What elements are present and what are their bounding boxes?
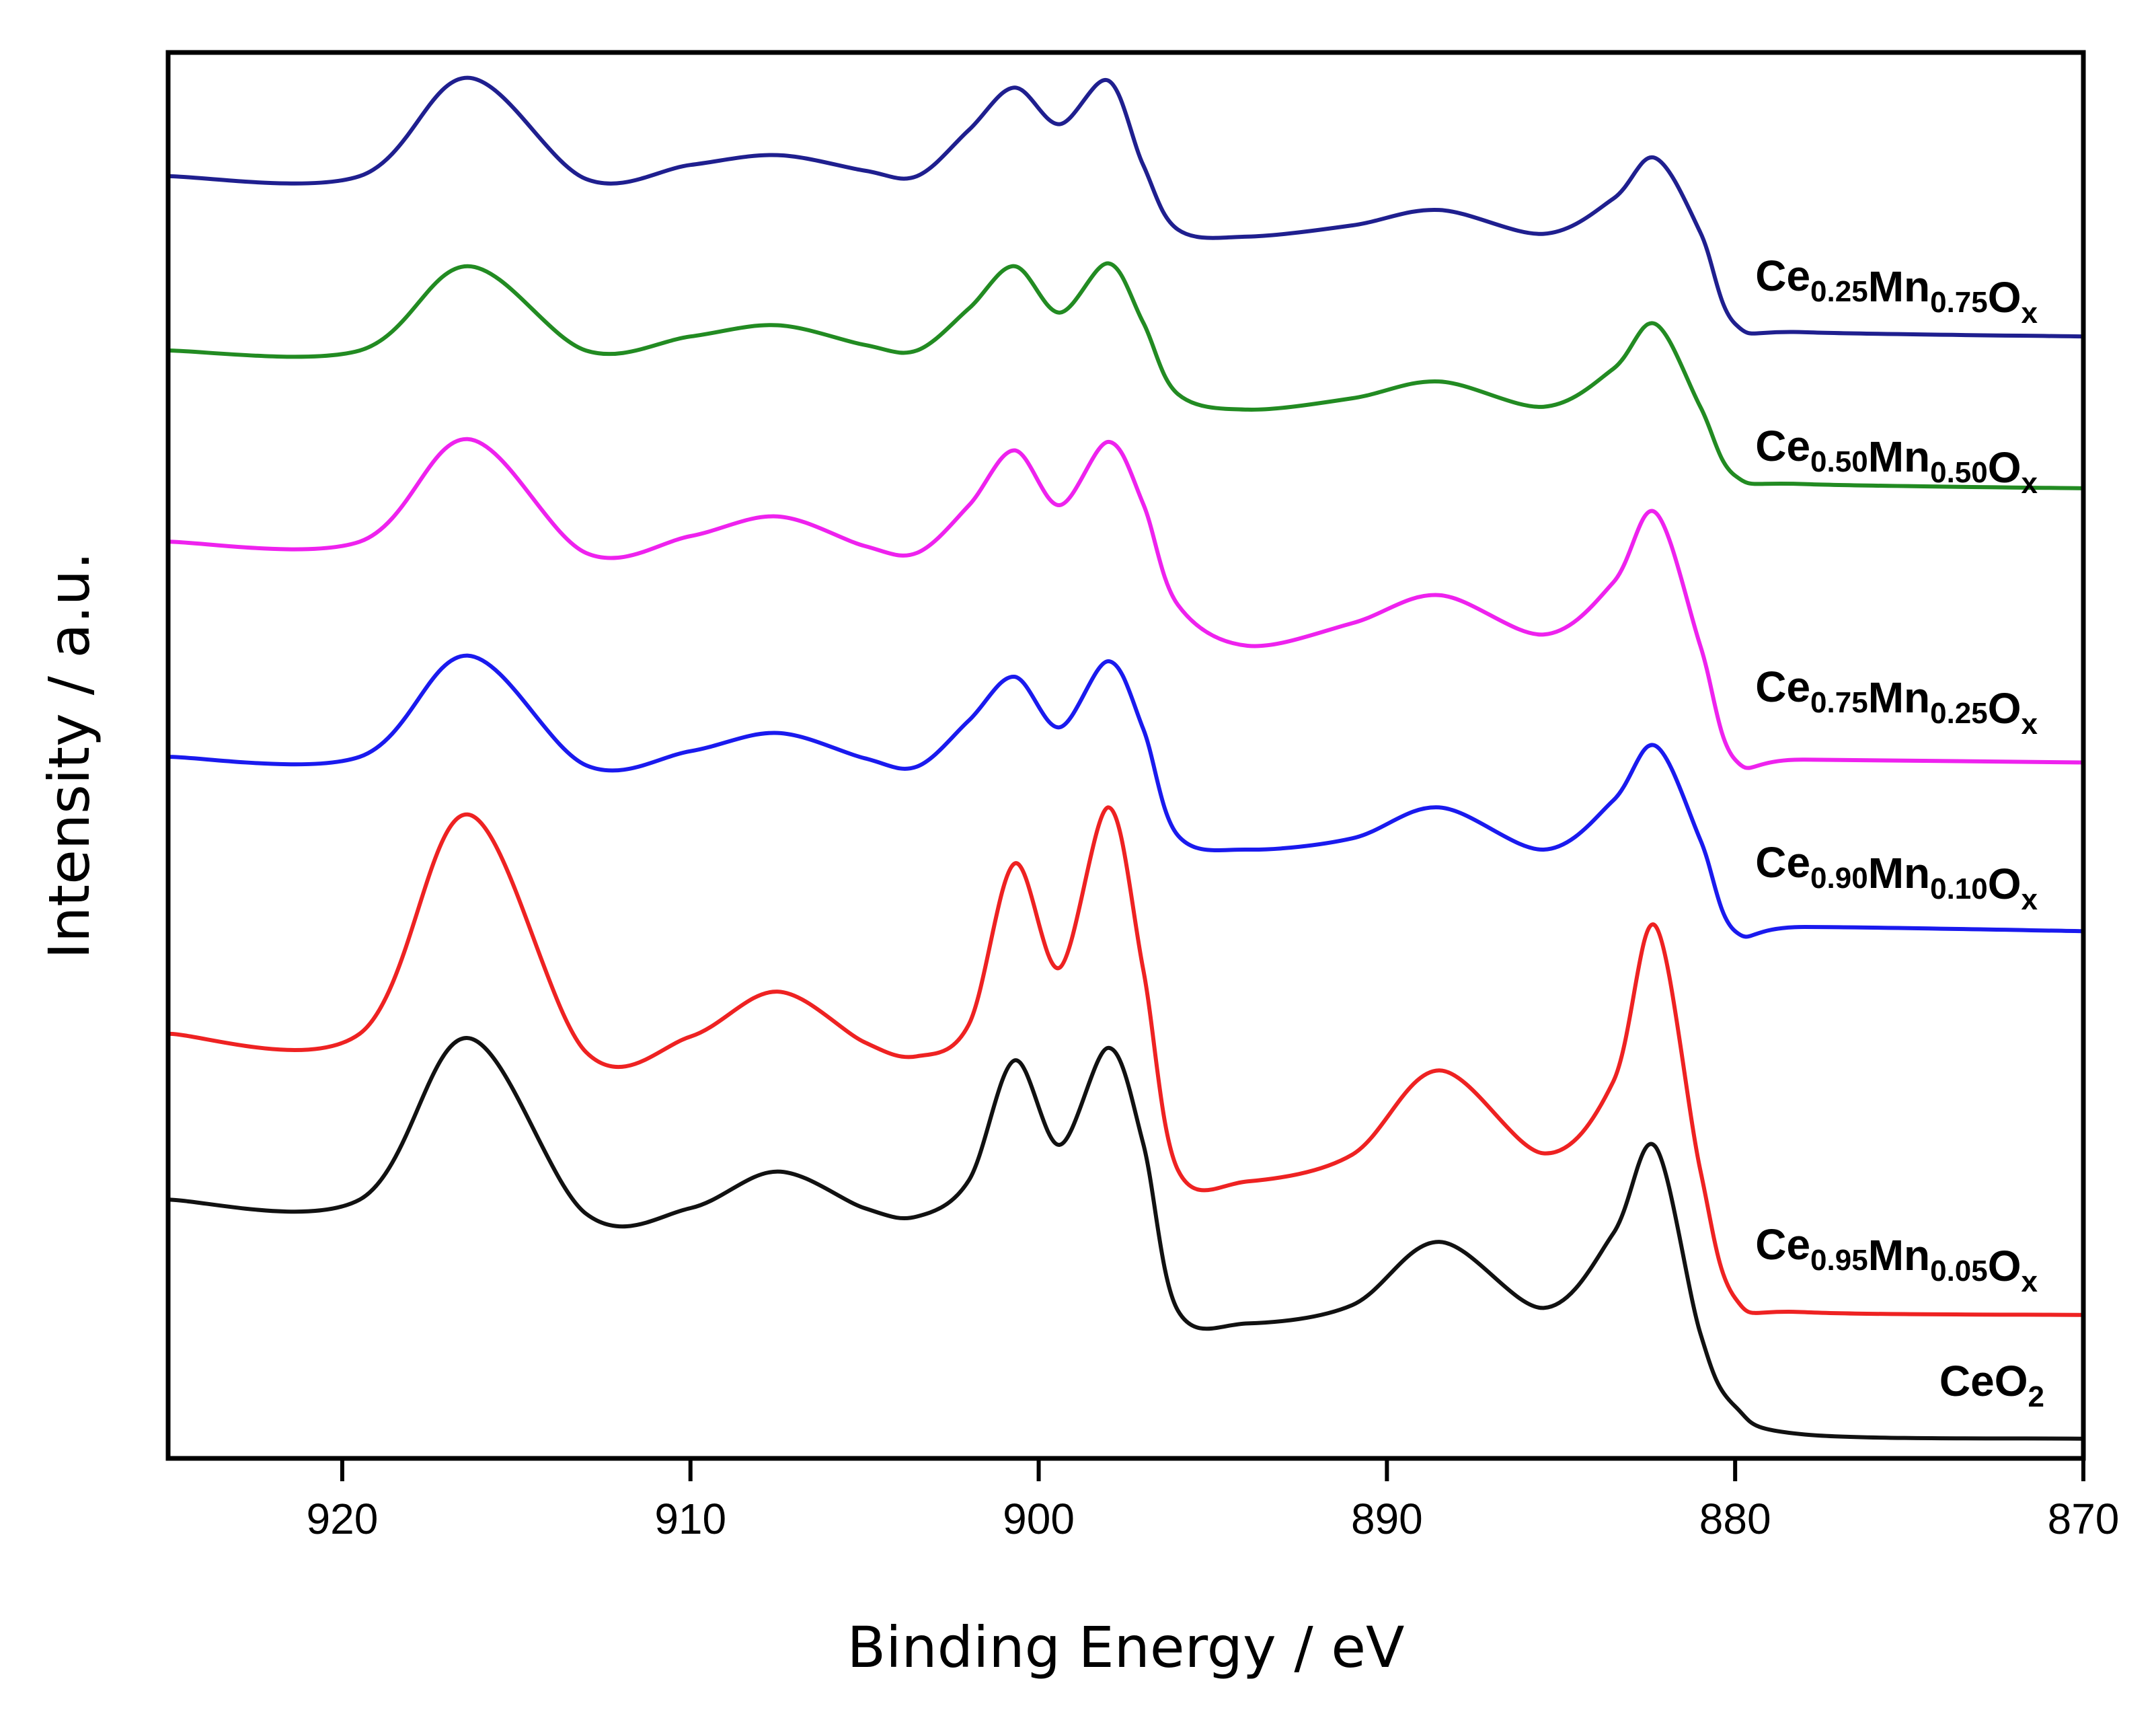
series-line-4 — [166, 653, 2085, 939]
series-label-3: Ce0.75Mn0.25Ox — [1755, 663, 2038, 741]
series-line-3 — [166, 437, 2085, 770]
series-label-5: Ce0.95Mn0.05Ox — [1755, 1220, 2038, 1298]
x-tick-label: 870 — [2048, 1495, 2120, 1543]
series-line-2 — [166, 261, 2085, 490]
series-label-4: Ce0.90Mn0.10Ox — [1755, 838, 2038, 916]
x-tick-label: 910 — [654, 1495, 726, 1543]
x-tick-label: 920 — [307, 1495, 379, 1543]
series-line-5 — [166, 805, 2085, 1317]
x-tick-label: 900 — [1003, 1495, 1075, 1543]
x-axis-label: Binding Energy / eV — [847, 1614, 1404, 1680]
x-axis-ticks: 920 910 900 890 880 870 — [307, 1458, 2120, 1543]
series-label-2: Ce0.50Mn0.50Ox — [1755, 422, 2038, 500]
series-label-6: CeO2 — [1939, 1357, 2044, 1413]
series-line-1 — [166, 75, 2085, 339]
y-axis-label: Intensity / a.u. — [36, 552, 102, 959]
series-layer — [166, 75, 2085, 1441]
x-tick-label: 880 — [1699, 1495, 1771, 1543]
series-label-1: Ce0.25Mn0.75Ox — [1755, 252, 2038, 330]
series-labels: Ce0.25Mn0.75Ox Ce0.50Mn0.50Ox Ce0.75Mn0.25… — [1755, 252, 2044, 1413]
plot-frame — [165, 50, 2086, 1461]
series-line-6 — [166, 1036, 2085, 1441]
x-tick-label: 890 — [1351, 1495, 1423, 1543]
